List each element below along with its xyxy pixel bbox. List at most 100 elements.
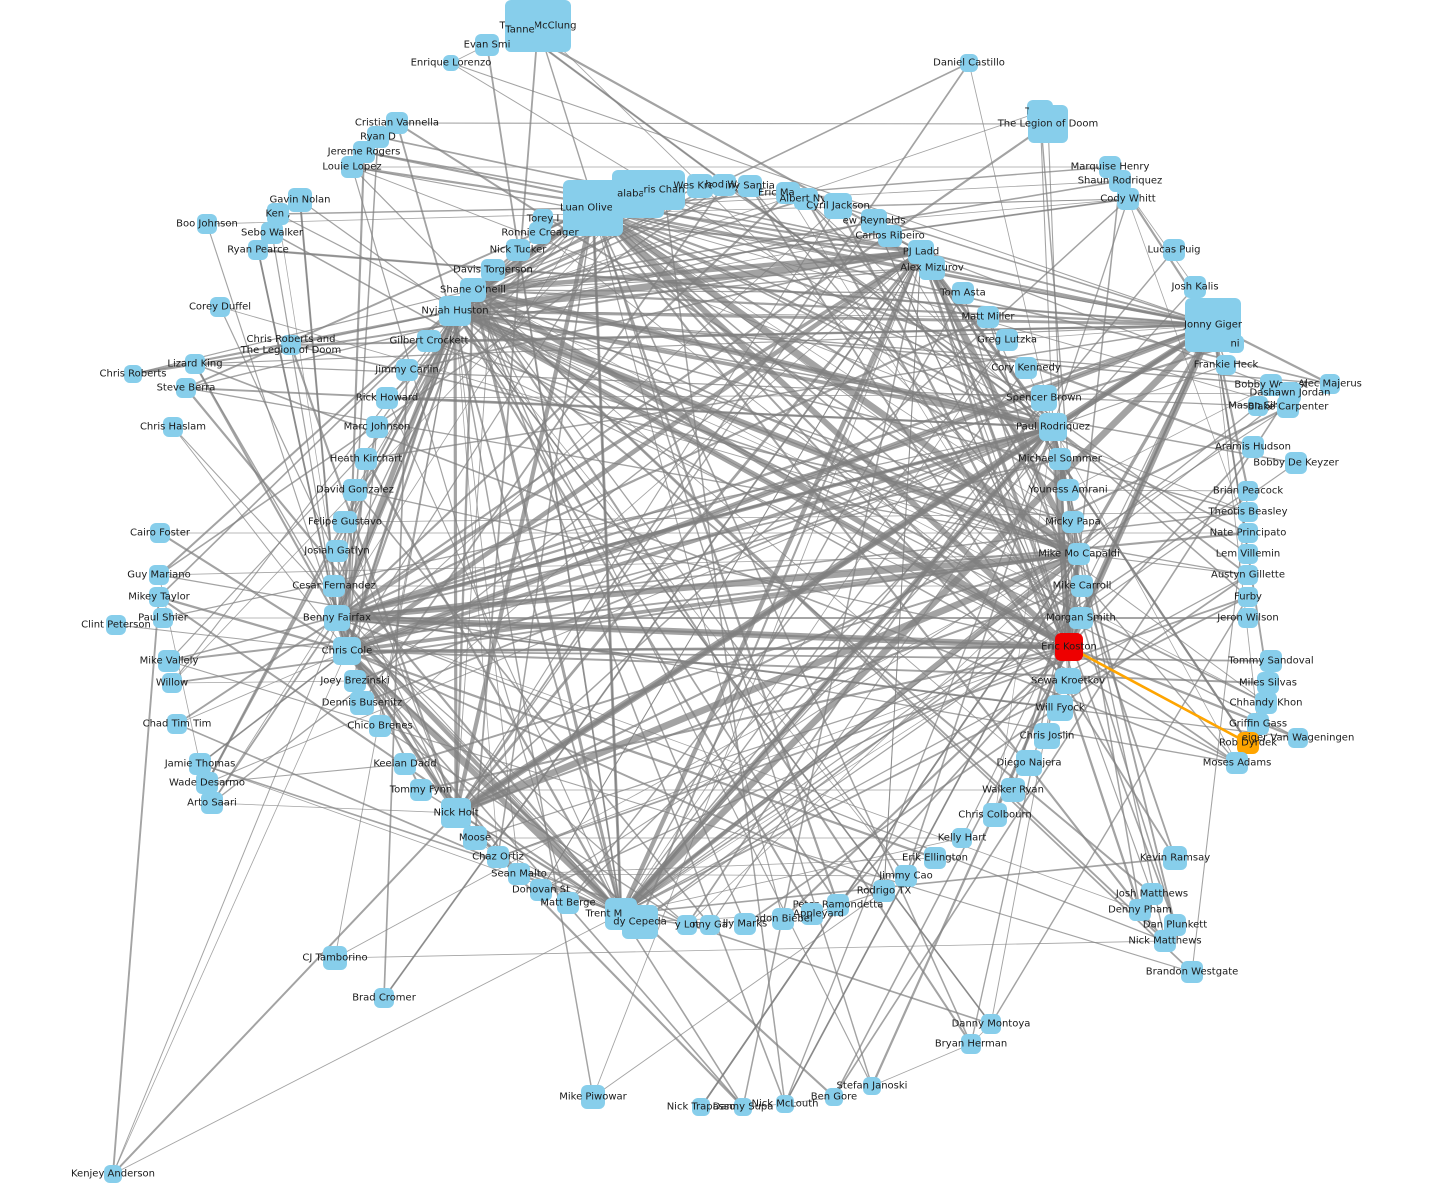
graph-node[interactable] bbox=[104, 1165, 122, 1183]
graph-node[interactable] bbox=[873, 880, 895, 902]
graph-node[interactable] bbox=[1039, 413, 1067, 441]
graph-node[interactable] bbox=[1226, 752, 1248, 774]
graph-node[interactable] bbox=[557, 892, 579, 914]
graph-node[interactable] bbox=[333, 637, 361, 665]
graph-node[interactable] bbox=[1226, 335, 1244, 353]
graph-node[interactable] bbox=[124, 365, 142, 383]
graph-node-highlighted-primary[interactable] bbox=[1055, 633, 1083, 661]
graph-node[interactable] bbox=[1238, 565, 1258, 585]
graph-node[interactable] bbox=[827, 894, 849, 916]
graph-node[interactable] bbox=[1154, 930, 1176, 952]
graph-node[interactable] bbox=[323, 946, 347, 970]
graph-node[interactable] bbox=[323, 575, 345, 597]
graph-node[interactable] bbox=[267, 203, 289, 225]
graph-node[interactable] bbox=[196, 772, 218, 794]
graph-node[interactable] bbox=[487, 846, 509, 868]
graph-node[interactable] bbox=[1109, 170, 1131, 192]
graph-node[interactable] bbox=[248, 240, 268, 260]
graph-node[interactable] bbox=[355, 448, 377, 470]
graph-node[interactable] bbox=[185, 354, 205, 374]
graph-node[interactable] bbox=[1057, 479, 1079, 501]
graph-node[interactable] bbox=[622, 905, 658, 939]
graph-node[interactable] bbox=[687, 174, 713, 198]
graph-node[interactable] bbox=[153, 608, 173, 628]
graph-node[interactable] bbox=[919, 256, 945, 280]
graph-node[interactable] bbox=[374, 988, 394, 1008]
graph-node[interactable] bbox=[1117, 188, 1139, 210]
graph-node[interactable] bbox=[772, 908, 794, 930]
graph-node[interactable] bbox=[1068, 543, 1090, 565]
graph-node[interactable] bbox=[825, 1088, 843, 1106]
graph-node[interactable] bbox=[878, 225, 902, 247]
graph-node[interactable] bbox=[1163, 239, 1185, 261]
graph-node[interactable] bbox=[581, 1085, 605, 1109]
graph-node[interactable] bbox=[1242, 436, 1264, 458]
graph-node[interactable] bbox=[700, 915, 720, 935]
graph-node[interactable] bbox=[1184, 276, 1206, 298]
graph-node[interactable] bbox=[343, 479, 367, 501]
graph-node[interactable] bbox=[197, 214, 217, 234]
graph-node[interactable] bbox=[341, 156, 363, 178]
graph-node[interactable] bbox=[410, 779, 432, 801]
graph-node[interactable] bbox=[776, 1095, 794, 1113]
graph-node[interactable] bbox=[261, 222, 283, 244]
graph-node[interactable] bbox=[530, 879, 552, 901]
graph-node[interactable] bbox=[344, 670, 366, 692]
graph-node[interactable] bbox=[1015, 357, 1037, 379]
graph-node[interactable] bbox=[106, 615, 126, 635]
graph-node[interactable] bbox=[1238, 502, 1258, 522]
graph-node[interactable] bbox=[1071, 575, 1093, 597]
graph-node[interactable] bbox=[1238, 481, 1258, 501]
graph-node[interactable] bbox=[162, 673, 182, 693]
graph-node[interactable] bbox=[508, 863, 530, 885]
graph-node[interactable] bbox=[350, 691, 374, 715]
graph-node[interactable] bbox=[149, 587, 169, 607]
graph-node[interactable] bbox=[734, 1098, 752, 1116]
graph-node[interactable] bbox=[1047, 695, 1073, 721]
graph-node[interactable] bbox=[163, 417, 183, 437]
graph-node[interactable] bbox=[505, 16, 535, 44]
graph-node[interactable] bbox=[210, 297, 230, 317]
graph-node[interactable] bbox=[1062, 511, 1084, 533]
graph-node[interactable] bbox=[1285, 452, 1307, 474]
graph-node-highlighted-secondary[interactable] bbox=[1237, 732, 1259, 754]
graph-node[interactable] bbox=[824, 193, 852, 219]
graph-node[interactable] bbox=[1055, 668, 1081, 694]
graph-node[interactable] bbox=[1255, 692, 1277, 714]
graph-node[interactable] bbox=[643, 170, 685, 210]
graph-node[interactable] bbox=[324, 605, 350, 631]
graph-node[interactable] bbox=[386, 112, 408, 134]
graph-node[interactable] bbox=[396, 359, 418, 381]
graph-node[interactable] bbox=[1238, 544, 1258, 564]
graph-node[interactable] bbox=[1257, 672, 1279, 694]
graph-node[interactable] bbox=[417, 330, 441, 352]
graph-node[interactable] bbox=[863, 1077, 881, 1095]
graph-node[interactable] bbox=[1129, 899, 1151, 921]
graph-node[interactable] bbox=[150, 523, 170, 543]
graph-node[interactable] bbox=[712, 174, 736, 196]
graph-node[interactable] bbox=[996, 329, 1018, 351]
graph-node[interactable] bbox=[481, 259, 505, 281]
graph-node[interactable] bbox=[394, 753, 416, 775]
graph-node[interactable] bbox=[167, 714, 187, 734]
graph-node[interactable] bbox=[952, 282, 974, 304]
graph-node[interactable] bbox=[734, 913, 756, 935]
graph-node[interactable] bbox=[983, 803, 1007, 827]
graph-node[interactable] bbox=[366, 416, 388, 438]
graph-node[interactable] bbox=[158, 650, 180, 672]
graph-node[interactable] bbox=[1238, 523, 1258, 543]
graph-node[interactable] bbox=[1028, 105, 1068, 143]
graph-node[interactable] bbox=[441, 798, 471, 828]
graph-node[interactable] bbox=[677, 915, 697, 935]
graph-node[interactable] bbox=[1001, 778, 1025, 802]
graph-node[interactable] bbox=[281, 335, 301, 355]
graph-node[interactable] bbox=[376, 387, 398, 409]
graph-node[interactable] bbox=[1163, 846, 1187, 870]
graph-node[interactable] bbox=[1238, 587, 1258, 607]
graph-node[interactable] bbox=[463, 826, 487, 850]
graph-node[interactable] bbox=[1016, 750, 1042, 776]
graph-node[interactable] bbox=[692, 1098, 710, 1116]
graph-node[interactable] bbox=[529, 222, 551, 244]
graph-node[interactable] bbox=[1260, 650, 1282, 672]
graph-node[interactable] bbox=[961, 1034, 981, 1054]
